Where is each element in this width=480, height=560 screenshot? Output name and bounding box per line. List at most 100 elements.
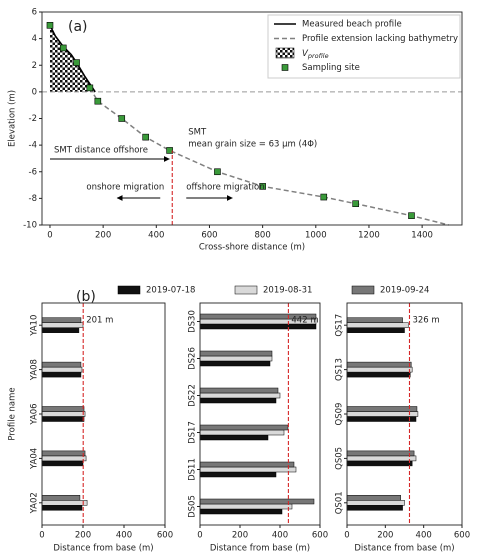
bar xyxy=(41,317,82,323)
bar xyxy=(346,450,415,457)
y-tick-label: QS13 xyxy=(335,358,345,381)
legend-label: V xyxy=(302,49,309,59)
bar xyxy=(199,466,297,473)
bar xyxy=(41,361,82,368)
y-tick-label: -4 xyxy=(29,141,37,151)
bar xyxy=(199,434,269,441)
y-tick-label: -8 xyxy=(29,194,37,204)
bar xyxy=(346,455,417,462)
bar xyxy=(41,327,80,333)
x-tick-label: 600 xyxy=(201,231,217,241)
y-tick-label: -2 xyxy=(29,114,37,124)
bar xyxy=(199,424,289,431)
sampling-site xyxy=(142,133,149,141)
sampling-site xyxy=(59,44,67,52)
bar xyxy=(199,461,295,468)
panel-label: (a) xyxy=(68,19,88,35)
annotation: onshore migration xyxy=(86,183,164,193)
y-tick-label: DS05 xyxy=(188,495,198,518)
x-tick-label: 200 xyxy=(377,531,393,541)
sampling-site xyxy=(73,59,80,66)
x-tick-label: 0 xyxy=(344,531,349,541)
bar xyxy=(346,411,419,417)
legend-swatch xyxy=(117,285,141,295)
bar xyxy=(41,416,85,422)
x-tick-label: 400 xyxy=(416,531,432,541)
y-axis-label: Elevation (m) xyxy=(8,90,18,147)
x-axis-label: Distance from base (m) xyxy=(354,544,454,554)
legend-label: profile xyxy=(307,52,329,60)
bar xyxy=(346,371,411,378)
y-tick-label: -6 xyxy=(29,167,37,177)
legend-label: Vprofile xyxy=(302,49,329,61)
legend-label: 2019-09-24 xyxy=(380,286,429,296)
bar xyxy=(199,350,273,357)
x-tick-label: 400 xyxy=(148,231,164,241)
sampling-site xyxy=(352,200,359,207)
legend-swatch xyxy=(275,47,295,59)
legend-label: Measured beach profile xyxy=(302,20,402,30)
y-tick-label: YA02 xyxy=(30,492,40,514)
legend-swatch xyxy=(281,64,289,71)
bar xyxy=(199,360,271,367)
y-tick-label: YA04 xyxy=(30,448,40,470)
bar xyxy=(199,429,285,436)
y-tick-label: QS05 xyxy=(335,447,345,470)
y-tick-label: DS26 xyxy=(188,347,198,370)
y-tick-label: -10 xyxy=(23,221,37,231)
x-tick-label: 600 xyxy=(454,531,470,541)
bar xyxy=(346,460,413,467)
x-tick-label: 1400 xyxy=(411,231,433,241)
x-tick-label: 200 xyxy=(95,231,111,241)
ref-label: 442 m xyxy=(291,316,318,326)
bar xyxy=(41,366,83,373)
legend-label: Profile extension lacking bathymetry xyxy=(302,34,458,44)
x-axis-label: Distance from base (m) xyxy=(210,544,310,554)
bar xyxy=(41,406,85,412)
x-tick-label: 1000 xyxy=(305,231,327,241)
legend-box xyxy=(267,14,461,79)
y-tick-label: QS01 xyxy=(335,491,345,514)
legend-label: 2019-08-31 xyxy=(263,286,312,296)
panel-label: (b) xyxy=(76,289,96,305)
bar xyxy=(41,322,84,328)
x-tick-label: 800 xyxy=(255,231,271,241)
bar xyxy=(346,500,405,506)
bar xyxy=(199,508,283,515)
x-tick-label: 1200 xyxy=(358,231,380,241)
bar xyxy=(346,327,405,333)
bar xyxy=(41,411,86,417)
legend-swatch xyxy=(234,285,258,295)
x-axis-label: Cross-shore distance (m) xyxy=(199,243,305,253)
x-tick-label: 0 xyxy=(197,531,202,541)
sampling-site xyxy=(320,193,328,201)
x-tick-label: 600 xyxy=(312,531,328,541)
bar xyxy=(199,397,277,404)
annotation: SMT xyxy=(188,128,207,138)
x-tick-label: 400 xyxy=(116,531,132,541)
bar xyxy=(199,387,279,394)
bar xyxy=(346,416,417,422)
profile-line xyxy=(49,24,96,93)
legend-swatch xyxy=(351,285,375,295)
sampling-site xyxy=(86,84,94,92)
x-tick-label: 200 xyxy=(232,531,248,541)
bar xyxy=(41,495,81,501)
bar xyxy=(199,503,293,510)
y-tick-label: DS22 xyxy=(188,384,198,407)
bar xyxy=(41,450,86,457)
y-tick-label: YA10 xyxy=(30,315,40,337)
y-tick-label: 2 xyxy=(32,61,37,71)
bar xyxy=(41,460,84,467)
y-tick-label: YA08 xyxy=(30,359,40,381)
y-tick-label: QS09 xyxy=(335,403,345,426)
legend-label: Sampling site xyxy=(302,63,360,73)
sampling-site xyxy=(214,168,221,176)
x-tick-label: 200 xyxy=(75,531,91,541)
bar xyxy=(199,355,273,362)
bar xyxy=(346,317,403,323)
profile-line xyxy=(89,87,449,226)
y-tick-label: 6 xyxy=(32,8,37,18)
sampling-site xyxy=(408,212,415,219)
